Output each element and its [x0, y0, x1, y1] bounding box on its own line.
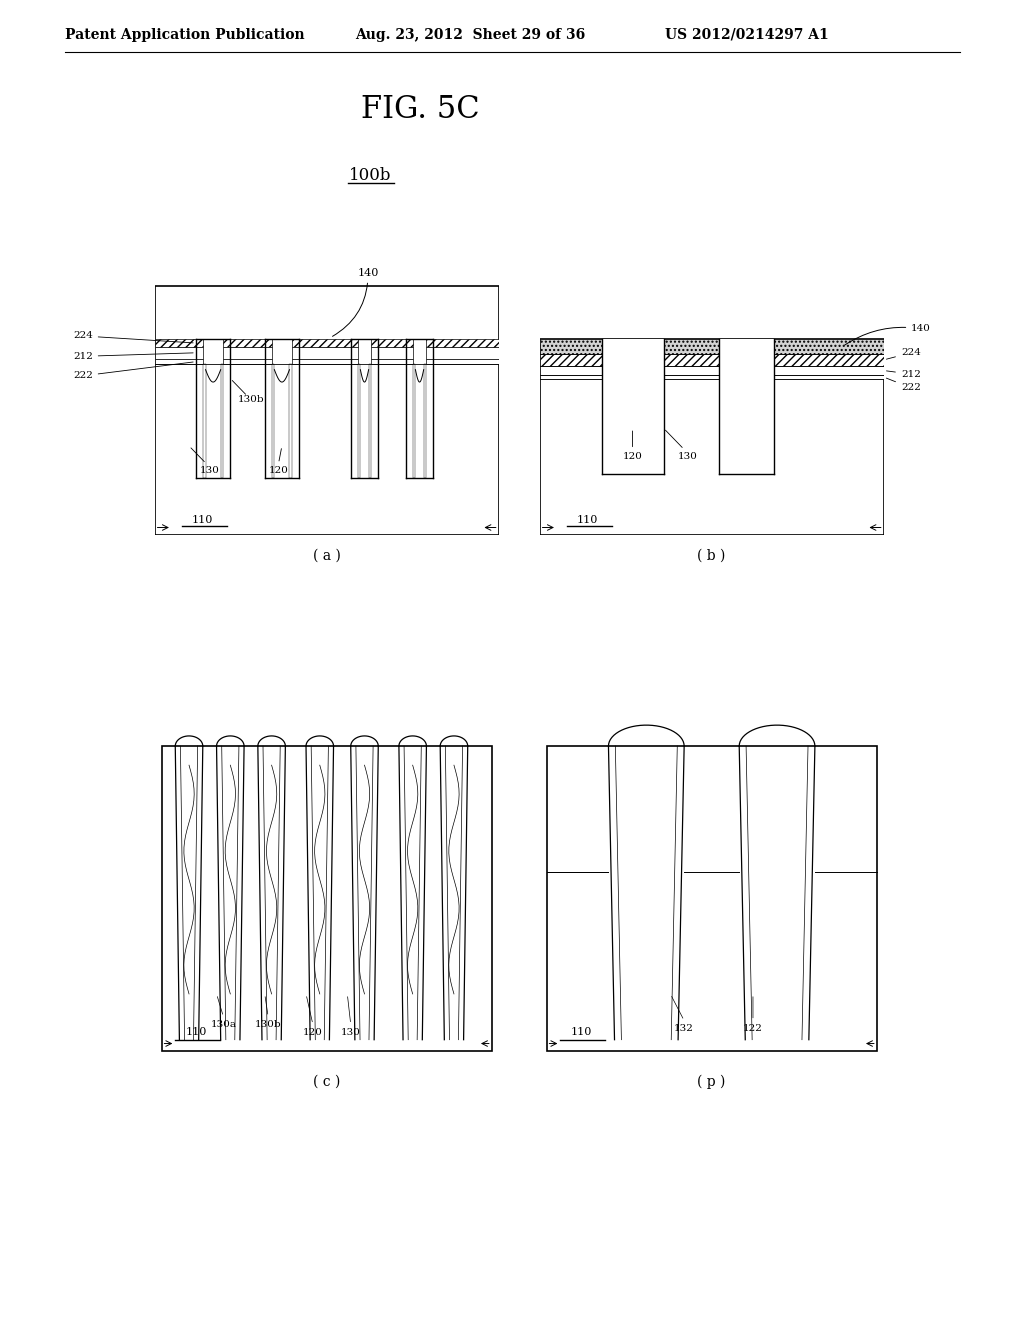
Bar — [540, 375, 884, 379]
Bar — [547, 746, 877, 1051]
Bar — [426, 347, 433, 359]
Text: Patent Application Publication: Patent Application Publication — [65, 28, 304, 42]
Bar — [265, 364, 299, 478]
Bar — [413, 364, 416, 478]
Text: 110: 110 — [185, 1027, 207, 1038]
Text: 130b: 130b — [238, 395, 264, 404]
Bar — [196, 347, 203, 359]
Bar — [406, 359, 413, 364]
Bar — [223, 339, 230, 347]
Text: Aug. 23, 2012  Sheet 29 of 36: Aug. 23, 2012 Sheet 29 of 36 — [355, 28, 586, 42]
Text: 222: 222 — [73, 362, 194, 380]
Bar — [351, 339, 357, 347]
Bar — [540, 339, 884, 535]
Text: 130b: 130b — [255, 1020, 282, 1030]
Bar — [155, 286, 499, 535]
Bar — [372, 347, 378, 359]
Bar — [351, 359, 357, 364]
Text: 122: 122 — [743, 1024, 763, 1032]
Text: 110: 110 — [193, 515, 213, 525]
Text: 140: 140 — [845, 325, 931, 345]
Bar — [378, 339, 406, 347]
Bar — [426, 359, 433, 364]
Text: ( c ): ( c ) — [313, 1074, 340, 1089]
Bar — [299, 359, 351, 364]
Text: 130: 130 — [341, 1027, 360, 1036]
Text: 130a: 130a — [211, 1020, 237, 1030]
Bar — [162, 746, 492, 1051]
Bar — [351, 347, 357, 359]
Bar — [369, 364, 372, 478]
Bar — [540, 354, 884, 366]
Bar — [155, 347, 196, 359]
Bar — [203, 364, 206, 478]
Bar — [406, 347, 413, 359]
Bar — [357, 364, 360, 478]
Bar — [433, 347, 499, 359]
Text: 132: 132 — [674, 1024, 694, 1032]
Text: 110: 110 — [578, 515, 598, 525]
Bar — [292, 359, 299, 364]
Bar — [196, 359, 203, 364]
Bar — [223, 347, 230, 359]
Bar — [424, 364, 426, 478]
Bar — [221, 364, 223, 478]
Text: 224: 224 — [887, 348, 921, 359]
Text: 140: 140 — [333, 268, 379, 337]
Text: 212: 212 — [73, 352, 194, 360]
Text: 120: 120 — [303, 1027, 323, 1036]
Bar — [265, 339, 271, 347]
Bar — [540, 339, 884, 354]
Bar — [292, 339, 299, 347]
Bar — [230, 339, 265, 347]
Bar — [351, 364, 378, 478]
Bar — [196, 339, 203, 347]
Text: 212: 212 — [887, 370, 921, 379]
Text: 110: 110 — [570, 1027, 592, 1038]
Text: FIG. 5C: FIG. 5C — [360, 95, 479, 125]
Bar — [265, 359, 271, 364]
Text: ( b ): ( b ) — [697, 549, 726, 562]
Bar — [196, 364, 230, 478]
Bar — [290, 364, 292, 478]
Bar — [230, 359, 265, 364]
Bar — [223, 359, 230, 364]
Text: 130: 130 — [200, 466, 219, 475]
Text: 222: 222 — [887, 378, 921, 392]
Bar — [378, 359, 406, 364]
Text: ( a ): ( a ) — [312, 549, 341, 562]
Text: 120: 120 — [623, 451, 642, 461]
Bar — [378, 347, 406, 359]
Bar — [601, 339, 664, 474]
Bar — [372, 359, 378, 364]
Bar — [155, 359, 196, 364]
Bar — [433, 339, 499, 347]
Bar — [299, 347, 351, 359]
Bar — [271, 364, 274, 478]
Bar — [406, 364, 433, 478]
Bar — [155, 339, 196, 347]
Bar — [719, 339, 773, 474]
Bar — [426, 339, 433, 347]
Bar — [406, 339, 413, 347]
Text: 100b: 100b — [349, 166, 391, 183]
Bar — [372, 339, 378, 347]
Bar — [299, 339, 351, 347]
Bar — [292, 347, 299, 359]
Bar — [433, 359, 499, 364]
Text: 130: 130 — [678, 451, 697, 461]
Text: US 2012/0214297 A1: US 2012/0214297 A1 — [665, 28, 828, 42]
Text: ( p ): ( p ) — [697, 1074, 726, 1089]
Bar — [540, 366, 884, 375]
Text: 224: 224 — [73, 331, 194, 343]
Bar — [230, 347, 265, 359]
Bar — [265, 347, 271, 359]
Text: 120: 120 — [268, 466, 289, 475]
